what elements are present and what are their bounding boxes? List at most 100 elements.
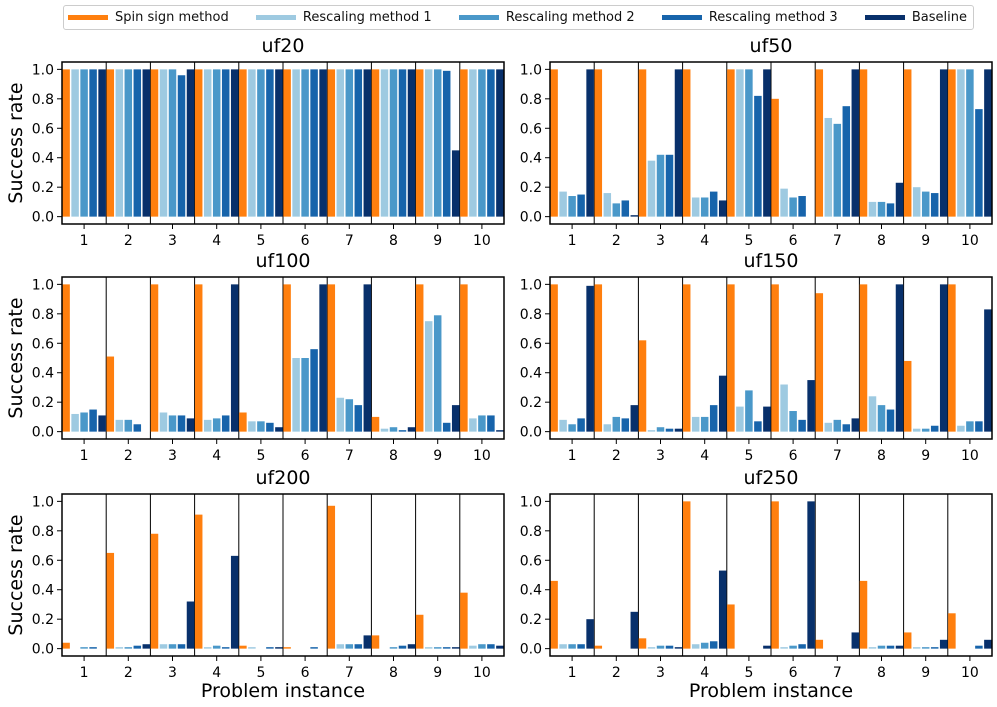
y-tick-label: 0.4 (520, 366, 542, 382)
bar-uf200-instance-3-series-5 (186, 601, 195, 649)
bar-uf150-instance-6-series-1 (771, 284, 779, 432)
x-tick-label: 9 (921, 665, 930, 681)
y-tick-label: 1.0 (32, 277, 54, 293)
x-tick-label: 10 (473, 665, 491, 681)
y-tick-label: 0.6 (520, 336, 542, 352)
legend-label-rescaling-3: Rescaling method 3 (708, 10, 838, 25)
x-tick-label: 6 (789, 448, 798, 464)
bar-uf250-instance-3-series-5 (674, 647, 683, 649)
bar-uf100-instance-3-series-4 (177, 415, 186, 432)
y-tick-label: 0.8 (520, 92, 542, 108)
bar-uf200-instance-3-series-2 (159, 644, 168, 649)
bar-uf200-instance-8-series-5 (407, 644, 416, 649)
x-tick-label: 7 (345, 233, 354, 249)
bar-uf200-instance-10-series-1 (460, 592, 468, 649)
bar-uf100-instance-1-series-2 (71, 413, 79, 432)
y-tick-label: 0.8 (32, 307, 54, 323)
bar-uf250-instance-6-series-3 (789, 645, 797, 649)
bar-uf150-instance-7-series-5 (851, 418, 860, 432)
bar-uf200-instance-5-series-2 (248, 647, 256, 649)
x-tick-label: 2 (612, 665, 621, 681)
bar-uf100-instance-2-series-4 (133, 424, 142, 432)
bar-uf100-instance-8-series-3 (389, 427, 398, 432)
bar-uf200-instance-7-series-5 (363, 635, 372, 649)
y-tick-label: 1.0 (520, 277, 542, 293)
bar-uf150-instance-1-series-4 (577, 418, 585, 432)
x-tick-label: 8 (877, 665, 886, 681)
bar-uf50-instance-9-series-2 (912, 187, 921, 217)
y-axis-label: Success rate (5, 82, 27, 203)
bar-uf100-instance-4-series-3 (212, 418, 221, 432)
bar-uf50-instance-4-series-3 (700, 197, 709, 217)
bar-uf200-instance-10-series-3 (478, 644, 486, 649)
bar-uf250-instance-2-series-5 (630, 611, 639, 649)
x-tick-label: 5 (256, 233, 265, 249)
bar-uf20-instance-6-series-3 (301, 69, 309, 217)
y-tick-label: 0.2 (520, 612, 542, 628)
bar-uf150-instance-9-series-5 (939, 284, 948, 432)
bar-uf200-instance-3-series-3 (168, 644, 177, 649)
x-tick-label: 6 (789, 233, 798, 249)
bar-uf100-instance-7-series-3 (345, 399, 354, 432)
bar-uf50-instance-7-series-5 (851, 69, 860, 217)
bar-uf20-instance-1-series-3 (80, 69, 88, 217)
y-tick-label: 0.2 (32, 395, 54, 411)
panel-uf50: 1 2 3 4 5 6 7 8 9 10 0.0 0.2 0.4 0.6 0.8 1.0 uf50 (520, 35, 993, 249)
legend-swatch-rescaling-1 (255, 15, 296, 20)
x-tick-label: 5 (744, 233, 753, 249)
bar-uf150-instance-3-series-5 (674, 428, 683, 432)
bar-uf150-instance-8-series-3 (877, 405, 886, 432)
bar-uf200-instance-2-series-5 (142, 644, 151, 649)
bar-uf100-instance-10-series-1 (460, 284, 468, 432)
bar-uf100-instance-5-series-2 (248, 421, 256, 432)
bar-uf50-instance-4-series-5 (718, 200, 727, 217)
bar-uf50-instance-5-series-5 (763, 69, 771, 217)
bar-uf250-instance-5-series-1 (727, 604, 735, 649)
bar-uf200-instance-4-series-4 (221, 647, 230, 649)
legend-item-rescaling-1: Rescaling method 1 (255, 10, 432, 25)
bar-uf250-instance-1-series-3 (568, 644, 576, 649)
bar-uf150-instance-6-series-2 (780, 384, 788, 432)
bar-uf150-instance-1-series-3 (568, 424, 576, 432)
bar-uf200-instance-4-series-3 (212, 645, 221, 649)
x-tick-label: 3 (168, 448, 177, 464)
legend-swatch-baseline (864, 15, 905, 20)
bar-uf100-instance-5-series-4 (266, 422, 274, 432)
bar-uf200-instance-9-series-2 (424, 647, 433, 649)
x-tick-label: 1 (568, 233, 577, 249)
panel-uf200: 1 2 3 4 5 6 7 8 9 10 0.0 0.2 0.4 0.6 0.8 1.0 uf200 Succes… (5, 467, 505, 702)
y-tick-label: 0.2 (520, 395, 542, 411)
bar-uf50-instance-9-series-5 (939, 69, 948, 217)
bar-uf50-instance-6-series-3 (789, 197, 797, 217)
axes-frame (61, 493, 505, 657)
bar-uf250-instance-8-series-1 (859, 580, 868, 649)
bar-uf50-instance-4-series-4 (709, 191, 718, 217)
bar-uf50-instance-8-series-5 (895, 182, 904, 217)
bar-uf150-instance-3-series-4 (665, 428, 674, 432)
y-tick-label: 0.4 (32, 366, 54, 382)
x-tick-label: 8 (389, 448, 398, 464)
bar-uf250-instance-4-series-4 (709, 641, 718, 649)
bar-uf50-instance-9-series-4 (930, 193, 939, 217)
bar-uf200-instance-10-series-4 (487, 644, 495, 649)
x-tick-label: 1 (568, 665, 577, 681)
bar-uf20-instance-3-series-4 (177, 75, 186, 217)
x-tick-label: 9 (433, 233, 442, 249)
bar-uf100-instance-8-series-2 (380, 428, 389, 432)
x-tick-label: 3 (656, 233, 665, 249)
x-tick-label: 8 (389, 665, 398, 681)
bar-uf250-instance-3-series-2 (647, 647, 656, 649)
bar-uf150-instance-6-series-4 (798, 419, 806, 432)
x-tick-label: 5 (744, 448, 753, 464)
bar-uf100-instance-7-series-2 (336, 397, 345, 432)
bar-uf150-instance-6-series-5 (807, 380, 815, 432)
x-tick-label: 10 (961, 233, 979, 249)
bar-uf150-instance-4-series-4 (709, 405, 718, 432)
bar-uf100-instance-6-series-2 (292, 358, 300, 432)
bar-uf250-instance-10-series-1 (948, 613, 956, 649)
bar-uf20-instance-4-series-3 (212, 69, 221, 217)
bar-uf20-instance-2-series-4 (133, 69, 142, 217)
x-tick-label: 7 (833, 233, 842, 249)
bar-uf20-instance-1-series-2 (71, 69, 79, 217)
